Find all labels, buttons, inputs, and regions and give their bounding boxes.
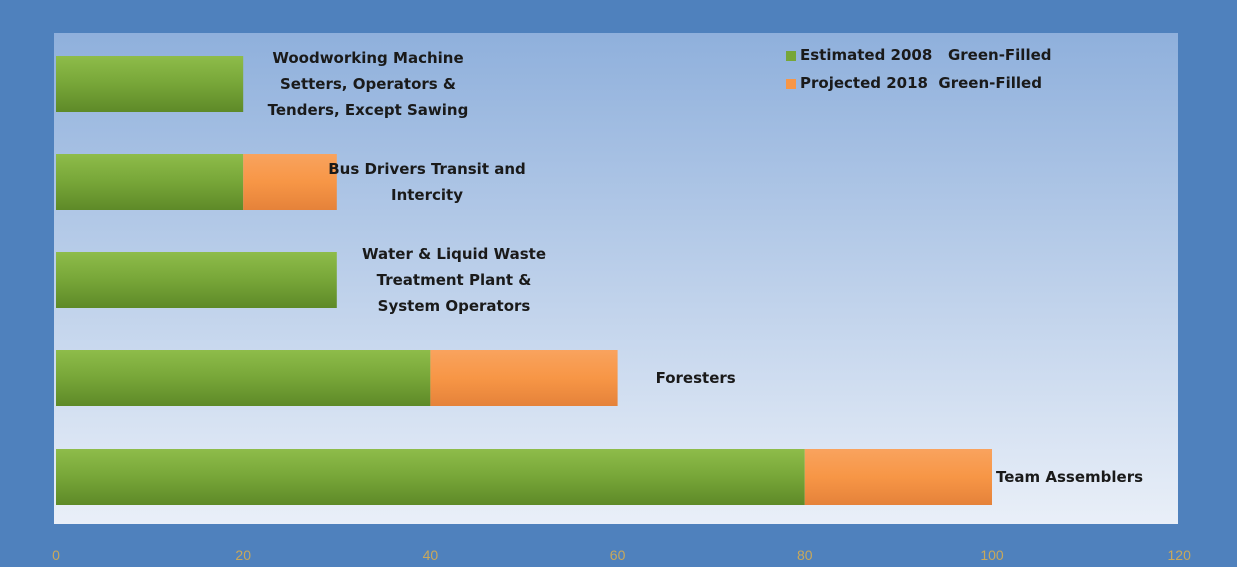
legend-label-0: Estimated 2008 Green-Filled — [800, 46, 1052, 64]
bar-projected-2018-3 — [430, 350, 618, 406]
bar-estimated-2008-2 — [56, 252, 337, 308]
bar-projected-2018-4 — [804, 449, 992, 505]
x-tick-label-20: 20 — [235, 547, 251, 563]
bar-estimated-2008-0 — [56, 56, 244, 112]
x-tick-label-100: 100 — [980, 547, 1004, 563]
bar-estimated-2008-1 — [56, 154, 244, 210]
legend: Estimated 2008 Green-Filled Projected 201… — [786, 46, 1052, 92]
category-labels: Woodworking Machine Setters, Operators & T… — [268, 49, 1143, 486]
category-label-2: Water & Liquid Waste Treatment Plant & Sys… — [362, 245, 546, 315]
category-label-1: Bus Drivers Transit and Intercity — [328, 160, 526, 204]
bar-projected-2018-1 — [243, 154, 337, 210]
category-label-3: Foresters — [656, 369, 736, 387]
x-axis-ticks: 0 20 40 60 80 100 120 — [52, 547, 1191, 563]
bars — [56, 56, 992, 505]
category-label-4: Team Assemblers — [996, 468, 1143, 486]
x-tick-label-40: 40 — [423, 547, 439, 563]
x-tick-label-0: 0 — [52, 547, 60, 563]
legend-swatch-0 — [786, 51, 796, 61]
bar-estimated-2008-3 — [56, 350, 431, 406]
legend-swatch-1 — [786, 79, 796, 89]
x-tick-label-60: 60 — [610, 547, 626, 563]
bar-estimated-2008-4 — [56, 449, 805, 505]
category-label-0: Woodworking Machine Setters, Operators & T… — [268, 49, 469, 119]
x-tick-label-80: 80 — [797, 547, 813, 563]
x-tick-label-120: 120 — [1168, 547, 1192, 563]
legend-label-1: Projected 2018 Green-Filled — [800, 74, 1042, 92]
